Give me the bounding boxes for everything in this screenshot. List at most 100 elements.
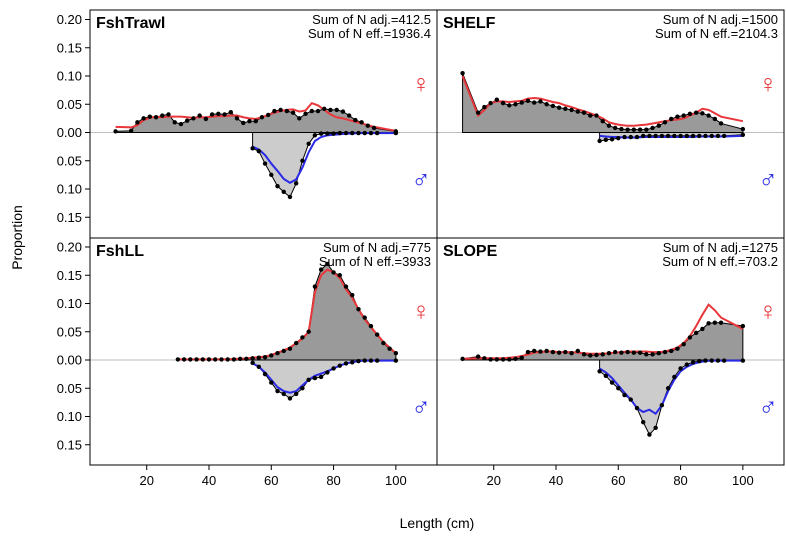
panel-3-female-point [281, 348, 286, 354]
panel-1-male-point [331, 131, 336, 136]
panel-4-female-point [475, 354, 481, 359]
panel-2-female-point [712, 116, 718, 122]
panel-4-female-point [482, 356, 487, 361]
y-tick-label: 0.20 [57, 12, 82, 27]
panel-4-female-point [519, 355, 524, 360]
panel-1-female-point [141, 116, 146, 121]
panel-3-male-point [275, 388, 280, 394]
panel-4-male-point [665, 386, 671, 391]
panel-4-female-point [507, 357, 512, 362]
panel-2-female-point [488, 100, 493, 106]
panel-4-male-point [703, 358, 708, 363]
panel-3-female-point [175, 357, 181, 362]
panel-1-male-point [300, 158, 305, 163]
panel-1-female-point [346, 113, 352, 118]
panel-3-female-point [250, 356, 255, 361]
panel-4-male-point [740, 358, 746, 363]
x-tick-label: 100 [385, 473, 407, 488]
panel-3-female-point [362, 315, 367, 320]
panel-4-female-point [693, 330, 699, 336]
panel-3-male-point [331, 366, 336, 371]
panel-4-female-point [575, 348, 580, 354]
panel-1-male-point [350, 130, 355, 136]
panel-2-male-point [622, 134, 627, 140]
panel-4-male-point [684, 362, 689, 367]
panel-1-male-point [356, 130, 361, 136]
y-tick-label: 0.20 [57, 240, 82, 255]
y-tick-label: 0.15 [57, 210, 82, 225]
panel-4-female-point [656, 351, 661, 356]
panel-4-female-point [675, 346, 680, 351]
panel-1-n-adj: Sum of N adj.=412.5 [312, 12, 431, 27]
panel-4-female-point [532, 348, 537, 354]
panel-1-female-point [265, 112, 271, 118]
panel-3-female-point [356, 306, 361, 312]
panel-4-female-point [556, 350, 562, 355]
panel-3-female-symbol: ♀ [411, 296, 431, 326]
panel-2-male-point [616, 135, 621, 141]
panel-2-female-point [460, 70, 465, 76]
panel-2-female-point [606, 123, 612, 128]
panel-1-male-point [374, 130, 380, 136]
panel-4-female-point [700, 326, 705, 332]
panel-3-title: FshLL [96, 243, 144, 260]
panel-1-female-point [135, 120, 140, 125]
panel-4-female-point [650, 352, 655, 357]
panel-3-n-adj: Sum of N adj.=775 [323, 240, 431, 255]
panel-2-male-symbol: ♂ [758, 165, 778, 195]
panel-4-female-point [588, 353, 593, 358]
panel-1-female-point [303, 111, 308, 117]
panel-3-female-point [294, 340, 299, 346]
panel-4-male-point [690, 360, 696, 365]
panel-4-female-point [538, 349, 543, 354]
panel-2-female-point [544, 102, 549, 107]
panel-4-male-observed-area [599, 359, 744, 436]
panel-4-female-point [600, 352, 605, 357]
panel-2-female-point [662, 120, 668, 125]
panel-3-male-expected-line [252, 359, 396, 394]
panel-1-male-point [362, 130, 367, 136]
panel-2-female-point [563, 106, 568, 111]
panel-2-male-point [678, 133, 683, 139]
panel-1-male-point [325, 131, 330, 136]
panel-3-male-symbol: ♂ [411, 392, 431, 422]
panel-2-female-point [556, 105, 562, 110]
panel-2-female-point [525, 98, 531, 104]
panel-1-male-point [393, 130, 399, 136]
panel-3-female-point [374, 332, 380, 337]
panel-1-female-point [353, 117, 358, 123]
panel-3-male-point [362, 358, 367, 363]
y-tick-label: 0.10 [57, 409, 82, 424]
panel-1-n-eff: Sum of N eff.=1936.4 [308, 26, 431, 41]
panel-4-female-point [494, 357, 500, 362]
panel-1-female-point [284, 108, 290, 114]
panel-1-female-point [340, 109, 346, 114]
panel-4-male-point [609, 380, 615, 385]
panel-3-male-point [256, 364, 262, 369]
panel-3-male-point [294, 391, 299, 397]
panel-2-female-point [550, 103, 556, 109]
panel-3-male-point [312, 375, 318, 381]
panel-3-male-point [350, 360, 355, 365]
panel-2-female-point [482, 104, 487, 110]
panel-4-female-point [662, 349, 668, 355]
panel-3-female-point [262, 354, 268, 360]
x-tick-label: 60 [611, 473, 625, 488]
x-tick-label: 80 [673, 473, 687, 488]
y-tick-label: 0.05 [57, 324, 82, 339]
y-tick-label: 0.15 [57, 437, 82, 452]
panel-1-female-point [185, 118, 190, 123]
panel-4-female-point [718, 320, 724, 325]
panel-4-male-point [628, 397, 633, 402]
panel-2-male-expected-line [599, 134, 743, 139]
panel-3-male-point [325, 370, 330, 375]
panel-4-female-point [619, 350, 624, 355]
panel-3-female-point [318, 267, 324, 272]
panel-2-female-point [513, 102, 518, 107]
panel-2-female-point [619, 126, 624, 132]
panel-3-male-point [250, 360, 255, 366]
panel-4-female-point [460, 356, 465, 362]
panel-3-female-point [256, 355, 262, 360]
panel-4-male-point [622, 392, 627, 398]
panel-2-male-point [690, 133, 696, 139]
